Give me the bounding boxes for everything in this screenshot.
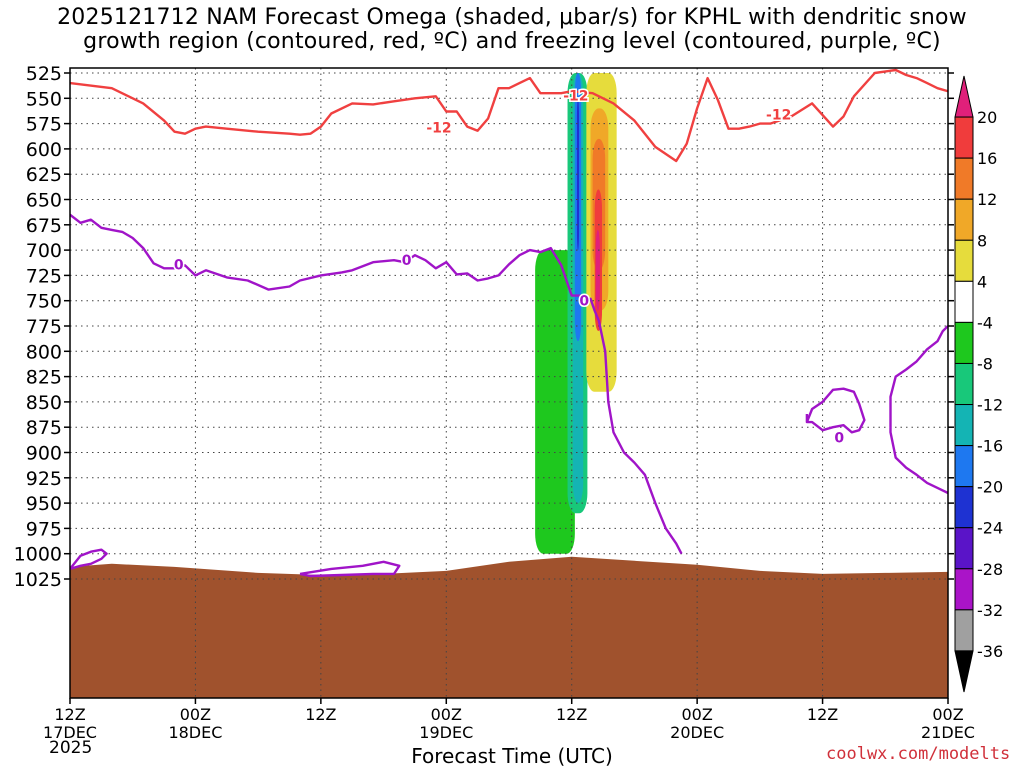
- contour-0-line-1: [70, 213, 683, 555]
- year-label: 2025: [49, 738, 93, 758]
- colorbar-label-2: 12: [977, 190, 997, 209]
- contour-label-4: 0: [402, 253, 412, 269]
- colorbar-cell-5: [954, 280, 974, 323]
- contour-label-6: 0: [834, 430, 844, 446]
- chart-title: 2025121712 NAM Forecast Omega (shaded, μ…: [0, 6, 1024, 54]
- contour-labels: -12 -12 -12 0 0 0 0: [172, 87, 846, 448]
- colorbar-cell-1: [954, 116, 974, 159]
- colorbar-cell-2: [954, 157, 974, 200]
- y-tick-label-900: 900: [26, 443, 62, 465]
- x-tick-date-12: 18DEC: [168, 723, 222, 742]
- contour-0-line-5: [889, 325, 948, 495]
- y-tick-label-950: 950: [26, 493, 62, 515]
- grid-lines: [70, 68, 948, 698]
- omega-region-neg24: [576, 98, 580, 251]
- y-tick-label-800: 800: [26, 341, 62, 363]
- colorbar-cell-12: [954, 568, 974, 611]
- omega-region-20: [595, 229, 600, 311]
- x-axis-label: Forecast Time (UTC): [411, 744, 613, 768]
- colorbar-label-9: -20: [977, 478, 1003, 497]
- colorbar-label-3: 8: [977, 231, 987, 250]
- x-tick-label-0: 12Z: [54, 705, 85, 724]
- y-tick-label-650: 650: [26, 190, 62, 212]
- y-tick-label-1025: 1025: [14, 569, 62, 591]
- y-tick-label-725: 725: [26, 265, 62, 287]
- contour-label-2: -12: [766, 107, 791, 123]
- x-tick-date-84: 21DEC: [921, 723, 975, 742]
- x-tick-label-36: 00Z: [431, 705, 462, 724]
- y-tick-label-625: 625: [26, 164, 62, 186]
- x-tick-date-60: 20DEC: [670, 723, 724, 742]
- contour-label-1: -12: [426, 121, 451, 137]
- terrain-surface: [70, 556, 948, 698]
- y-tick-label-575: 575: [26, 114, 62, 136]
- y-tick-label-525: 525: [26, 63, 62, 85]
- y-tick-label-550: 550: [26, 88, 62, 110]
- contour-0-line-2: [70, 548, 108, 571]
- title-line-1: 2025121712 NAM Forecast Omega (shaded, μ…: [57, 5, 967, 30]
- colorbar-label-1: 16: [977, 149, 997, 168]
- colorbar-label-7: -12: [977, 396, 1003, 415]
- x-tick-date-0: 17DEC: [43, 723, 97, 742]
- colorbar-cell-bottom: [954, 650, 974, 693]
- colorbar-cell-9: [954, 445, 974, 488]
- contour-lines: [70, 68, 948, 578]
- y-tick-label-675: 675: [26, 215, 62, 237]
- contour-label-0: -12: [563, 88, 588, 104]
- colorbar-label-0: 20: [977, 108, 997, 127]
- contour-0-line-3: [299, 560, 401, 578]
- contour-label-3: 0: [174, 257, 184, 273]
- y-tick-label-775: 775: [26, 316, 62, 338]
- y-tick-label-600: 600: [26, 139, 62, 161]
- x-tick-label-84: 00Z: [932, 705, 963, 724]
- y-tick-label-875: 875: [26, 417, 62, 439]
- terrain-fill: [70, 556, 948, 698]
- colorbar-cell-6: [954, 321, 974, 364]
- omega-shading: [535, 73, 617, 554]
- colorbar-cell-13: [954, 609, 974, 652]
- colorbar-label-6: -8: [977, 354, 993, 373]
- title-line-2: growth region (contoured, red, ºC) and f…: [83, 29, 941, 54]
- y-axis-ticks: 525 550 575 600 625 650 675 700 725 750 775 800 825 8…: [14, 63, 954, 591]
- y-tick-label-700: 700: [26, 240, 62, 262]
- colorbar-label-5: -4: [977, 313, 993, 332]
- colorbar-label-12: -32: [977, 601, 1003, 620]
- x-tick-date-36: 19DEC: [419, 723, 473, 742]
- colorbar-cell-top: [954, 75, 974, 118]
- colorbar-cell-4: [954, 239, 974, 282]
- x-tick-label-24: 12Z: [305, 705, 336, 724]
- colorbar-cell-11: [954, 527, 974, 570]
- y-tick-label-850: 850: [26, 392, 62, 414]
- colorbar-label-10: -24: [977, 519, 1003, 538]
- y-tick-label-825: 825: [26, 367, 62, 389]
- colorbar-cell-3: [954, 198, 974, 241]
- plot-frame: [69, 67, 949, 699]
- credit-link[interactable]: coolwx.com/modelts: [826, 744, 1011, 764]
- y-tick-label-750: 750: [26, 291, 62, 313]
- colorbar-label-13: -36: [977, 642, 1003, 661]
- colorbar-label-8: -16: [977, 437, 1003, 456]
- x-tick-label-48: 12Z: [556, 705, 587, 724]
- y-tick-label-975: 975: [26, 518, 62, 540]
- x-tick-label-60: 00Z: [681, 705, 712, 724]
- colorbar-label-11: -28: [977, 560, 1003, 579]
- x-tick-label-72: 12Z: [807, 705, 838, 724]
- contour-label-5: 0: [579, 294, 589, 310]
- contour-neg12-line-0: [70, 68, 948, 163]
- x-tick-label-12: 00Z: [180, 705, 211, 724]
- y-tick-label-1000: 1000: [14, 544, 62, 566]
- colorbar: 20 16 12 8 4 -4 -8 -12 -16 -20 -24 -28 -32 -36: [954, 75, 1003, 693]
- colorbar-cell-7: [954, 362, 974, 406]
- colorbar-cell-8: [954, 404, 974, 447]
- colorbar-label-4: 4: [977, 272, 987, 291]
- y-tick-label-925: 925: [26, 468, 62, 490]
- colorbar-cell-10: [954, 486, 974, 529]
- contour-0-line-4: [805, 387, 866, 434]
